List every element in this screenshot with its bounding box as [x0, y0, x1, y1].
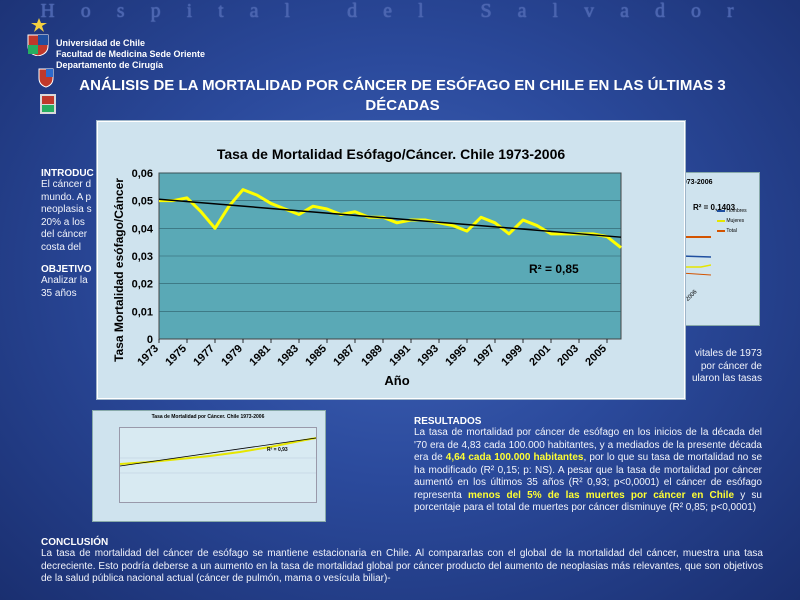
intro-line: 20% a los	[41, 216, 85, 228]
chart-title: Tasa de Mortalidad Esófago/Cáncer. Chile…	[217, 146, 566, 162]
x-tick-label: 1989	[359, 343, 385, 369]
legend-item-mujeres: Mujeres	[717, 216, 747, 226]
small-chart-r2: R² = 0,93	[267, 447, 288, 453]
resultados-heading: RESULTADOS	[414, 416, 482, 427]
x-tick-label: 1983	[275, 343, 301, 369]
x-axis-label: Año	[384, 373, 409, 388]
y-axis-label: Tasa Mortalidad esófago/Cáncer	[112, 178, 126, 362]
department-shield-icon	[38, 68, 54, 88]
right-chart-r2: R² = 0,1403	[693, 203, 736, 212]
small-chart-title: Tasa de Mortalidad por Cáncer. Chile 197…	[151, 414, 265, 420]
trend-line	[158, 198, 622, 238]
objetivo-heading: OBJETIVO	[41, 264, 92, 275]
x-tick-label: 1997	[471, 343, 497, 369]
x-tick-label: 1975	[163, 343, 189, 369]
conclusion-heading: CONCLUSIÓN	[41, 537, 109, 548]
resultados-p2: , por lo que su tasa de mortalidad no se…	[414, 452, 763, 501]
x-tick-label: 1979	[219, 343, 245, 369]
conclusion-section: CONCLUSIÓN La tasa de mortalidad del cán…	[41, 537, 763, 586]
title-line-1: ANÁLISIS DE LA MORTALIDAD POR CÁNCER DE …	[79, 77, 726, 94]
x-tick-label: 2001	[527, 343, 553, 369]
legend-item-total: Total	[717, 226, 747, 236]
objetivo-line: 35 años	[41, 287, 77, 299]
x-tick-label: 1991	[387, 343, 413, 369]
poster-title: ANÁLISIS DE LA MORTALIDAD POR CÁNCER DE …	[10, 76, 795, 116]
faculty-line: Facultad de Medicina Sede Oriente	[56, 49, 206, 59]
y-tick-label: 0,05	[132, 196, 153, 208]
resultados-highlight-rate: 4,64 cada 100.000 habitantes	[445, 452, 584, 463]
hospital-banner: Hospital del Salvador	[40, 0, 760, 22]
intro-line: del cáncer	[41, 229, 88, 240]
intro-line: mundo. A p	[41, 191, 92, 203]
conclusion-text: La tasa de mortalidad del cáncer de esóf…	[41, 548, 763, 584]
title-line-2: DÉCADAS	[365, 97, 440, 114]
y-tick-label: 0,04	[132, 223, 154, 235]
x-tick-label: 2003	[555, 343, 581, 369]
methods-line: por cáncer de	[700, 360, 762, 372]
resultados-section: RESULTADOS La tasa de mortalidad por cán…	[414, 416, 762, 515]
university-line: Universidad de Chile	[56, 38, 146, 48]
x-tick-label: 1987	[331, 343, 357, 369]
small-chart-plot	[119, 427, 317, 503]
y-tick-label: 0,01	[132, 306, 153, 318]
main-chart: 0 0,01 0,02 0,03 0,04 0,05 0,06 1973 1975 1977 197…	[96, 120, 686, 400]
hospital-logo-icon	[40, 94, 56, 114]
x-tick-label: 1985	[303, 343, 329, 369]
resultados-p3: y su porcentaje para el total de muertes…	[414, 489, 762, 514]
x-tick-label: 1973	[135, 343, 161, 369]
r2-annotation: R² = 0,85	[529, 262, 579, 276]
university-affiliation: Universidad de Chile Facultad de Medicin…	[56, 38, 205, 71]
x-tick-label: 1999	[499, 343, 525, 369]
y-tick-label: 0,02	[132, 279, 153, 291]
x-tick-label: 1981	[247, 343, 273, 369]
y-tick-label: 0,03	[132, 251, 153, 263]
intro-line: El cáncer d	[41, 179, 92, 190]
university-seal-icon	[28, 18, 50, 32]
intro-line: costa del	[41, 241, 82, 253]
intro-section: INTRODUC El cáncer d mundo. A p neoplasi…	[41, 168, 111, 254]
right-chart-plot	[681, 236, 711, 276]
faculty-shield-icon	[27, 34, 49, 57]
objetivo-section: OBJETIVO Analizar la 35 años	[41, 264, 111, 300]
resultados-highlight-percent: menos del 5% de las muertes por cáncer e…	[468, 489, 735, 501]
x-tick-label: 1993	[415, 343, 441, 369]
methods-line: vitales de 1973	[694, 348, 762, 359]
intro-heading: INTRODUC	[41, 168, 94, 179]
small-chart-panel: Tasa de Mortalidad por Cáncer. Chile 197…	[92, 410, 326, 522]
y-tick-label: 0,06	[132, 168, 153, 180]
right-chart-title: 1973-2006	[679, 179, 713, 186]
objetivo-line: Analizar la	[41, 275, 88, 286]
main-chart-svg: 0 0,01 0,02 0,03 0,04 0,05 0,06 1973 1975 1977 197…	[112, 146, 622, 388]
x-tick-label: 1995	[443, 343, 469, 369]
resultados-text: La tasa de mortalidad por cáncer de esóf…	[414, 427, 762, 515]
logo-column	[24, 18, 56, 118]
resultados-p1: La tasa de mortalidad por cáncer de esóf…	[414, 427, 762, 463]
methods-fragment: vitales de 1973 por cáncer de ularon las…	[680, 348, 762, 386]
series-line	[159, 188, 622, 249]
y-tick-label: 0	[147, 334, 153, 346]
intro-line: neoplasia s	[41, 204, 92, 215]
department-line: Departamento de Cirugía	[56, 60, 164, 70]
methods-line: ularon las tasas	[691, 373, 762, 384]
x-tick-label: 1977	[191, 343, 217, 369]
legend-item-hombres: Hombres	[717, 206, 747, 216]
right-chart-legend: Hombres Mujeres Total	[717, 206, 747, 236]
x-tick-label: 2005	[583, 343, 609, 369]
right-chart-tick: 2006	[684, 289, 699, 303]
